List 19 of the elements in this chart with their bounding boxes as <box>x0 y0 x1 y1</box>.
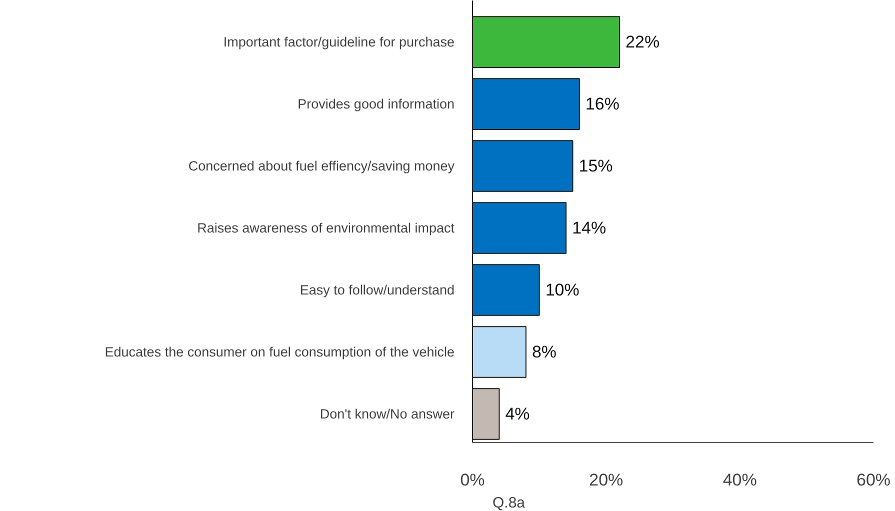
y-tick-label: Easy to follow/understand <box>300 282 455 298</box>
data-label: 15% <box>578 156 613 176</box>
x-tick-label: 60% <box>856 470 891 490</box>
text: Q.8a <box>492 494 526 511</box>
x-tick-label: 20% <box>589 470 624 490</box>
data-label: 8% <box>532 342 557 362</box>
y-tick-label: Concerned about fuel effiency/saving money <box>188 158 455 174</box>
y-tick-label: Educates the consumer on fuel consumption of the vehicle <box>104 344 455 360</box>
y-tick-label: Raises awareness of environmental impact <box>197 220 455 236</box>
data-label: 4% <box>505 404 530 424</box>
x-tick-label: 0% <box>460 470 485 490</box>
data-label: 22% <box>626 32 660 52</box>
data-label: 16% <box>585 94 620 114</box>
data-label: 10% <box>545 280 580 300</box>
y-tick-label: Provides good information <box>298 96 455 112</box>
y-tick-label: Don't know/No answer <box>320 406 456 422</box>
x-tick-label: 40% <box>722 470 757 490</box>
data-label: 14% <box>572 218 606 238</box>
y-tick-label: Important factor/guideline for purchase <box>223 34 455 50</box>
